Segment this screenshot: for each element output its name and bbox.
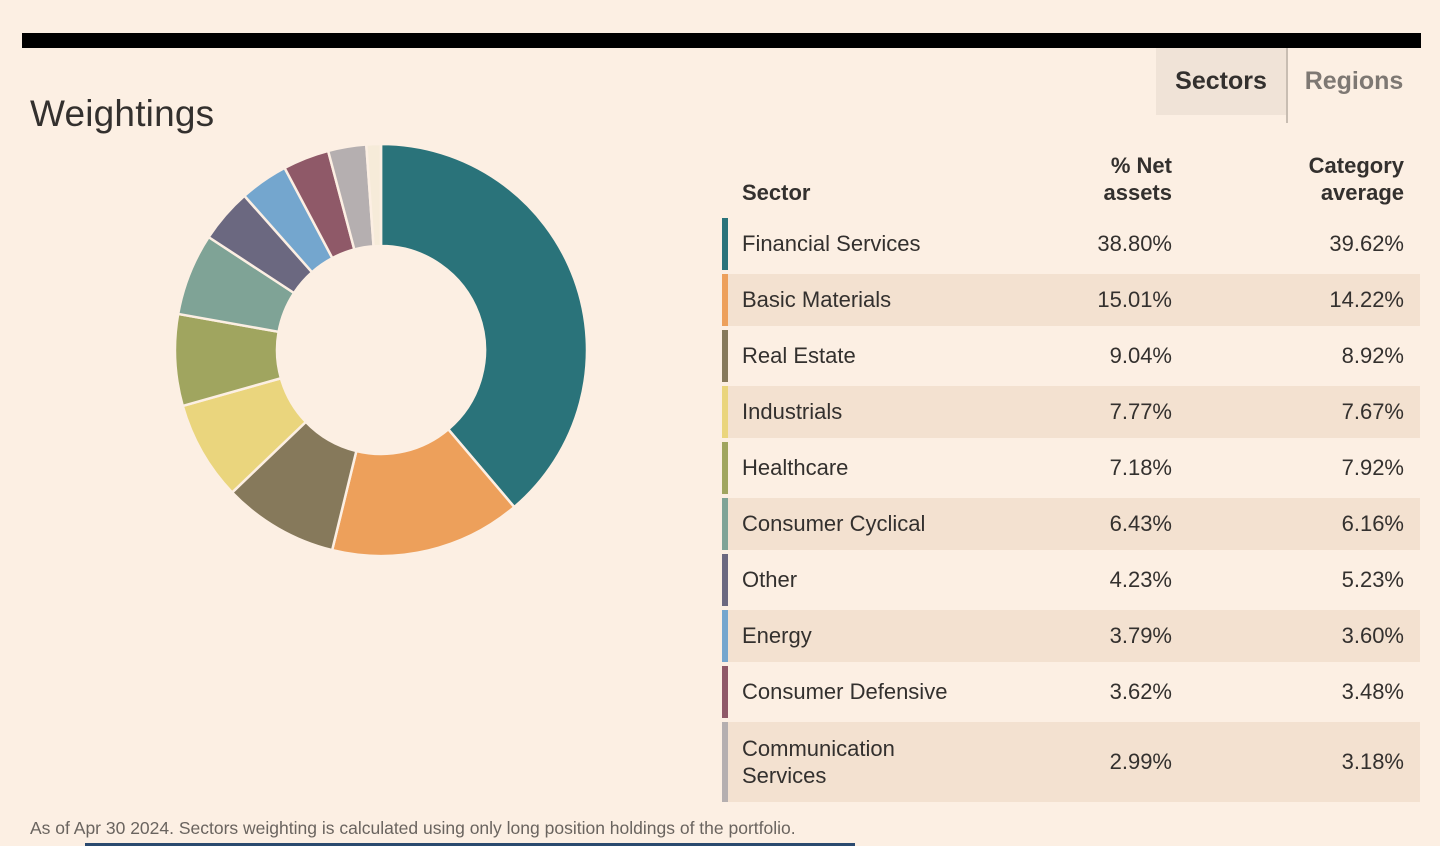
table-row: Consumer Defensive 3.62% 3.48% — [722, 666, 1420, 718]
table-row: Communication Services 2.99% 3.18% — [722, 722, 1420, 802]
cell-net-assets: 15.01% — [1097, 287, 1172, 312]
donut-slice[interactable] — [330, 428, 516, 558]
table-row: Basic Materials 15.01% 14.22% — [722, 274, 1420, 326]
donut-slice[interactable] — [379, 142, 589, 509]
cell-net-assets: 4.23% — [1109, 567, 1172, 592]
cell-category-average: 7.67% — [1341, 399, 1404, 424]
donut-chart-container — [169, 138, 593, 562]
page-title: Weightings — [30, 92, 215, 134]
cell-sector-name: Consumer Defensive — [742, 679, 948, 705]
cell-sector-name: Other — [742, 567, 798, 593]
bottom-partial-element-bar — [85, 843, 855, 846]
cell-category-average: 7.92% — [1341, 455, 1404, 480]
cell-sector-name: Financial Services — [742, 231, 921, 257]
table-row: Other 4.23% 5.23% — [722, 554, 1420, 606]
cell-net-assets: 7.18% — [1109, 455, 1172, 480]
tab-divider — [1286, 48, 1288, 123]
cell-sector-name: Basic Materials — [742, 287, 892, 313]
table-row: Healthcare 7.18% 7.92% — [722, 442, 1420, 494]
cell-category-average: 39.62% — [1329, 231, 1404, 256]
table-header-row: Sector % Net assets Category average — [722, 140, 1420, 206]
table-row: Real Estate 9.04% 8.92% — [722, 330, 1420, 382]
cell-net-assets: 3.62% — [1109, 679, 1172, 704]
top-accent-bar — [22, 33, 1421, 48]
cell-sector-name: Consumer Cyclical — [742, 511, 926, 537]
cell-category-average: 3.18% — [1341, 749, 1404, 774]
footnote: As of Apr 30 2024. Sectors weighting is … — [30, 818, 796, 838]
cell-sector-name: Energy — [742, 623, 812, 649]
cell-net-assets: 9.04% — [1109, 343, 1172, 368]
cell-sector-name: Real Estate — [742, 343, 856, 369]
cell-category-average: 3.60% — [1341, 623, 1404, 648]
cell-net-assets: 38.80% — [1097, 231, 1172, 256]
column-header-sector: Sector — [742, 179, 811, 205]
table-row: Energy 3.79% 3.60% — [722, 610, 1420, 662]
column-header-net-assets: % Net assets — [1103, 153, 1172, 205]
cell-category-average: 8.92% — [1341, 343, 1404, 368]
cell-sector-name: Industrials — [742, 399, 843, 425]
cell-sector-name: Healthcare — [742, 455, 849, 481]
donut-slice[interactable] — [365, 142, 383, 248]
cell-net-assets: 3.79% — [1109, 623, 1172, 648]
table-row: Financial Services 38.80% 39.62% — [722, 218, 1420, 270]
table-row: Consumer Cyclical 6.43% 6.16% — [722, 498, 1420, 550]
cell-category-average: 3.48% — [1341, 679, 1404, 704]
cell-sector-name: Communication Services — [742, 735, 895, 789]
sector-table: Sector % Net assets Category average Fin… — [722, 140, 1420, 806]
cell-net-assets: 6.43% — [1109, 511, 1172, 536]
sector-table-body: Financial Services 38.80% 39.62% Basic Mate… — [722, 218, 1420, 802]
table-row: Industrials 7.77% 7.67% — [722, 386, 1420, 438]
cell-category-average: 6.16% — [1341, 511, 1404, 536]
tab-regions[interactable]: Regions — [1304, 67, 1404, 95]
donut-chart — [173, 142, 589, 558]
cell-category-average: 14.22% — [1329, 287, 1404, 312]
tab-sectors[interactable]: Sectors — [1156, 48, 1286, 115]
cell-net-assets: 2.99% — [1109, 749, 1172, 774]
column-header-category-average: Category average — [1308, 153, 1404, 205]
cell-net-assets: 7.77% — [1109, 399, 1172, 424]
cell-category-average: 5.23% — [1341, 567, 1404, 592]
